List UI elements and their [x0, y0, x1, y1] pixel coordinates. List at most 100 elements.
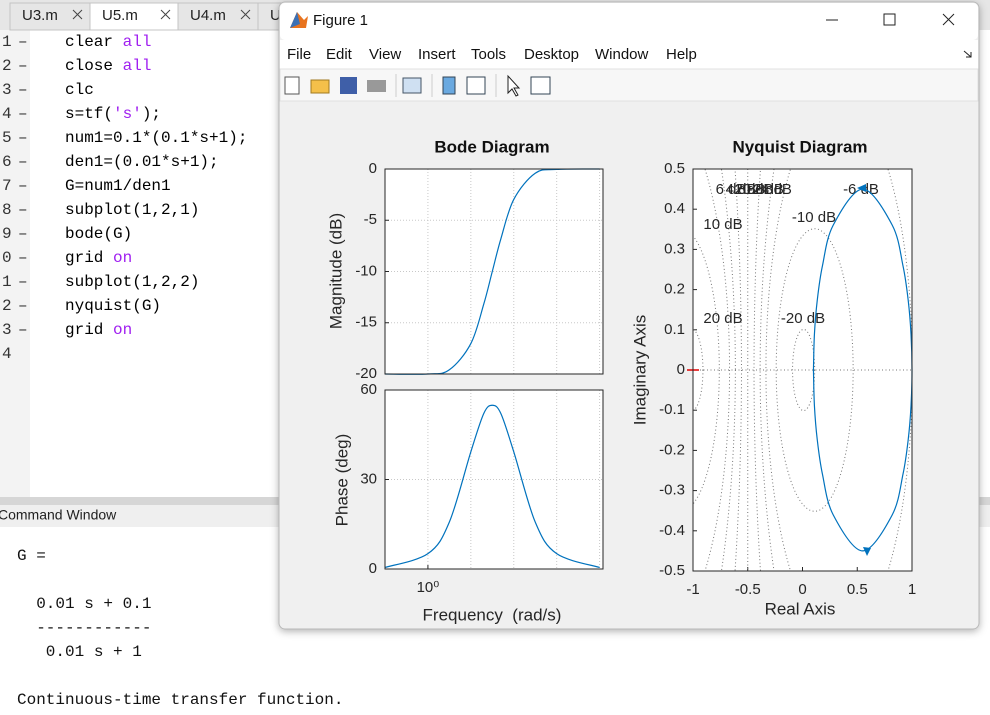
line-marker: –: [18, 225, 28, 243]
m-circle: [693, 235, 720, 505]
new-icon[interactable]: [284, 76, 300, 95]
menu-item[interactable]: File: [287, 46, 311, 63]
m-circle: [693, 329, 704, 411]
line-marker: –: [18, 273, 28, 291]
tab[interactable]: [177, 2, 259, 31]
y-tick-label: 0: [369, 560, 377, 577]
m-circle-label: 0 dB: [743, 181, 774, 198]
m-circle-label: -10 dB: [792, 209, 836, 226]
open-icon[interactable]: [310, 79, 330, 94]
title-bar: [280, 3, 978, 40]
line-number: 4: [2, 345, 12, 363]
axes: -0.5-0.4-0.3-0.2-0.100.10.20.30.40.5-1 -0…: [659, 160, 916, 598]
line-number: 8: [2, 201, 12, 219]
x-tick-label: 0: [798, 581, 806, 598]
toolbar-icons: [284, 74, 551, 97]
code-line: close all: [65, 57, 151, 75]
line-marker: –: [18, 297, 28, 315]
code-line: num1=0.1*(0.1*s+1);: [65, 129, 247, 147]
save-icon[interactable]: [340, 77, 357, 94]
menu-item[interactable]: View: [369, 46, 401, 63]
code-line: subplot(1,2,2): [65, 273, 199, 291]
colorbar-icon[interactable]: [442, 76, 456, 95]
tab-close[interactable]: [160, 9, 171, 20]
code-line: bode(G): [65, 225, 132, 243]
code-line: nyquist(G): [65, 297, 161, 315]
code-token: num1=0.1*(0.1*s+1);: [65, 129, 247, 147]
menu-bar: [280, 40, 978, 69]
tab-close[interactable]: [72, 9, 83, 20]
line-number: 2: [2, 297, 12, 315]
tab-label: U5.m: [102, 7, 138, 24]
command-title: Command Window: [0, 507, 117, 523]
print-icon[interactable]: [367, 80, 386, 92]
y-tick-label: -0.4: [659, 522, 685, 539]
figure-icon[interactable]: [402, 77, 422, 94]
axes-title: Bode Diagram: [434, 137, 549, 156]
m-circle-label: 4 dB: [726, 181, 757, 198]
direction-arrow: [857, 184, 866, 192]
menu-item[interactable]: Help: [666, 46, 697, 63]
y-tick-label: -10: [355, 262, 377, 279]
y-tick-label: 60: [360, 381, 377, 398]
menu-item[interactable]: Desktop: [524, 46, 579, 63]
command-output: ------------: [17, 619, 151, 637]
command-output: Continuous-time transfer function.: [17, 691, 343, 709]
code-token: nyquist(G): [65, 297, 161, 315]
y-tick-label: -0.5: [659, 562, 685, 579]
code-token: all: [123, 57, 152, 75]
close-button[interactable]: [942, 13, 955, 26]
code-token: den1=(0.01*s+1);: [65, 153, 219, 171]
tab-label: U: [270, 7, 281, 24]
line-number: 1: [2, 273, 12, 291]
line-number: 9: [2, 225, 12, 243]
m-circle-label: 6 dB: [716, 181, 747, 198]
code-token: on: [113, 249, 132, 267]
code-token: grid: [65, 249, 113, 267]
gutter: [0, 30, 30, 498]
line-number: 5: [2, 129, 12, 147]
code-line: subplot(1,2,1): [65, 201, 199, 219]
axes-box: [384, 168, 604, 375]
y-tick-label: 0: [369, 160, 377, 177]
y-tick-label: -20: [355, 365, 377, 382]
y-tick-label: 0.2: [664, 281, 685, 298]
code-token: G=num1/den1: [65, 177, 171, 195]
x-tick-label: -0.5: [735, 581, 761, 598]
y-tick-label: 0: [677, 361, 685, 378]
code-token: );: [142, 105, 161, 123]
x-tick-label: -1: [686, 581, 699, 598]
menu-item[interactable]: Edit: [326, 46, 353, 63]
y-tick-label: 30: [360, 470, 377, 487]
m-circle-label: 20 dB: [703, 310, 742, 327]
tab-close[interactable]: [240, 9, 251, 20]
tab-label: U3.m: [22, 7, 58, 24]
code-line: grid on: [65, 321, 132, 339]
menu-item[interactable]: Window: [595, 46, 649, 63]
code-line: clc: [65, 81, 94, 99]
line-marker: –: [18, 33, 28, 51]
x-tick-label: 10⁰: [417, 579, 440, 596]
axes: 0 30 60 10⁰: [360, 381, 604, 596]
code-token: 's': [113, 105, 142, 123]
line-number: 1: [2, 33, 12, 51]
line-marker: –: [18, 129, 28, 147]
m-circle-label: -4 dB: [756, 181, 792, 198]
command-output: 0.01 s + 1: [17, 643, 142, 661]
command-window: Command Window G = 0.01 s + 0.1 ---------…: [0, 507, 343, 710]
y-tick-label: -5: [364, 211, 377, 228]
dock-icon[interactable]: [963, 50, 972, 58]
code-line: G=num1/den1: [65, 177, 171, 195]
code-token: s=tf(: [65, 105, 113, 123]
tab[interactable]: [9, 2, 91, 31]
menu-item[interactable]: Tools: [471, 46, 506, 63]
line-number: 3: [2, 81, 12, 99]
pointer-icon[interactable]: [507, 74, 521, 97]
menu-item[interactable]: Insert: [418, 46, 456, 63]
legend-icon[interactable]: [466, 76, 486, 95]
line-marker: –: [18, 153, 28, 171]
property-icon[interactable]: [530, 76, 551, 95]
maximize-button[interactable]: [883, 13, 896, 26]
